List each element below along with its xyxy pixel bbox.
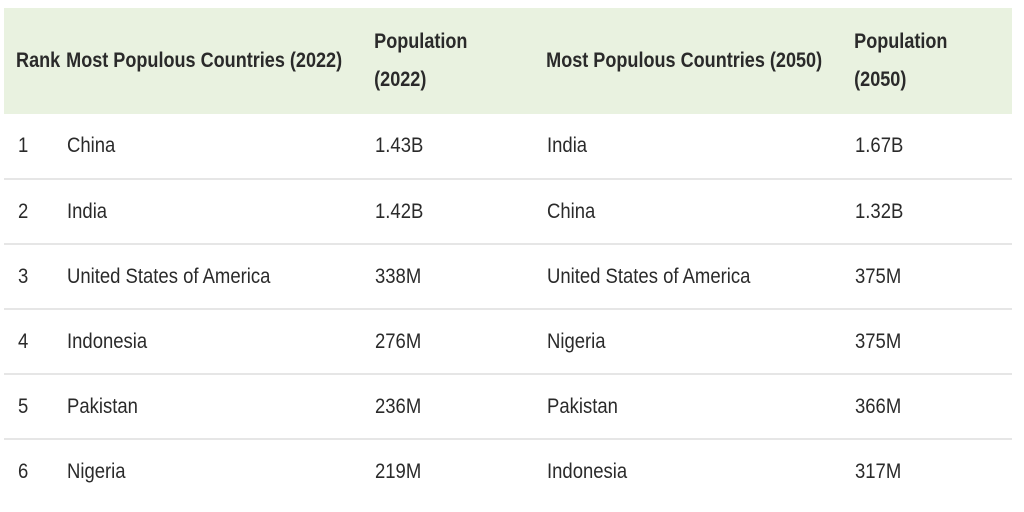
- cell-country-2050-text: United States of America: [547, 264, 751, 288]
- table-row: 3 United States of America 338M United S…: [4, 244, 1012, 309]
- cell-country-2022: Indonesia: [61, 309, 369, 374]
- population-table: Rank Most Populous Countries (2022) Popu…: [4, 8, 1012, 504]
- cell-population-2022-text: 1.42B: [375, 199, 424, 223]
- cell-rank: 1: [4, 114, 61, 179]
- cell-country-2022-text: United States of America: [67, 264, 271, 288]
- cell-rank-text: 4: [18, 329, 29, 353]
- header-population-2022: Population (2022): [369, 8, 517, 114]
- cell-country-2050-text: India: [547, 134, 588, 157]
- cell-population-2022-text: 338M: [375, 264, 422, 288]
- header-rank: Rank: [16, 49, 61, 72]
- cell-population-2022: 1.42B: [369, 179, 541, 244]
- cell-population-2022-text: 276M: [375, 329, 422, 353]
- cell-rank-text: 1: [18, 134, 29, 157]
- cell-population-2050-text: 317M: [855, 460, 902, 483]
- cell-population-2050-text: 375M: [855, 264, 902, 288]
- cell-country-2050: India: [541, 114, 849, 179]
- cell-rank-text: 6: [18, 460, 29, 483]
- cell-country-2050: United States of America: [541, 244, 849, 309]
- table-row: 5 Pakistan 236M Pakistan 366M: [4, 374, 1012, 439]
- cell-population-2022-text: 236M: [375, 394, 422, 418]
- header-population-2050-line1: Population: [854, 30, 948, 53]
- cell-population-2050-text: 375M: [855, 329, 902, 353]
- cell-rank: 5: [4, 374, 61, 439]
- table-row: 1 China 1.43B India 1.67B: [4, 114, 1012, 179]
- header-countries-2022: Most Populous Countries (2022): [66, 49, 343, 72]
- cell-country-2050: Indonesia: [541, 439, 849, 504]
- header-row: Rank Most Populous Countries (2022) Popu…: [4, 8, 1012, 114]
- cell-rank-text: 2: [18, 199, 29, 223]
- cell-population-2022: 276M: [369, 309, 541, 374]
- cell-country-2050-text: Pakistan: [547, 394, 618, 418]
- cell-population-2050: 1.32B: [849, 179, 1012, 244]
- cell-population-2050: 375M: [849, 244, 1012, 309]
- cell-country-2022-text: India: [67, 199, 108, 223]
- table-body: 1 China 1.43B India 1.67B 2 India 1.42B …: [4, 114, 1012, 504]
- table-row: 6 Nigeria 219M Indonesia 317M: [4, 439, 1012, 504]
- header-population-2022-line2: (2022): [374, 68, 427, 91]
- cell-population-2050: 366M: [849, 374, 1012, 439]
- cell-country-2022-text: China: [67, 134, 116, 157]
- cell-country-2050-text: Indonesia: [547, 460, 628, 483]
- cell-population-2022: 236M: [369, 374, 541, 439]
- cell-rank: 4: [4, 309, 61, 374]
- cell-country-2050-text: China: [547, 199, 596, 223]
- header-population-2022-line1: Population: [374, 30, 468, 53]
- cell-population-2050: 375M: [849, 309, 1012, 374]
- cell-country-2022-text: Nigeria: [67, 460, 126, 483]
- cell-population-2022-text: 1.43B: [375, 134, 424, 157]
- cell-population-2022: 219M: [369, 439, 541, 504]
- cell-country-2050: Pakistan: [541, 374, 849, 439]
- table-header: Rank Most Populous Countries (2022) Popu…: [4, 8, 1012, 114]
- population-table-container: Rank Most Populous Countries (2022) Popu…: [4, 8, 1012, 504]
- cell-population-2050: 317M: [849, 439, 1012, 504]
- cell-country-2022: United States of America: [61, 244, 369, 309]
- cell-country-2022: Nigeria: [61, 439, 369, 504]
- cell-rank: 3: [4, 244, 61, 309]
- table-row: 4 Indonesia 276M Nigeria 375M: [4, 309, 1012, 374]
- cell-rank-text: 5: [18, 394, 29, 418]
- cell-country-2050: Nigeria: [541, 309, 849, 374]
- header-countries-2050: Most Populous Countries (2050): [546, 49, 823, 72]
- header-population-2050-line2: (2050): [854, 68, 907, 91]
- header-population-2050: Population (2050): [849, 8, 989, 114]
- cell-rank-text: 3: [18, 264, 29, 288]
- cell-population-2022: 338M: [369, 244, 541, 309]
- cell-population-2050-text: 1.32B: [855, 199, 904, 223]
- cell-country-2022: India: [61, 179, 369, 244]
- cell-population-2050: 1.67B: [849, 114, 1012, 179]
- cell-country-2022: China: [61, 114, 369, 179]
- cell-population-2022-text: 219M: [375, 460, 422, 483]
- cell-rank: 2: [4, 179, 61, 244]
- cell-population-2050-text: 1.67B: [855, 134, 904, 157]
- cell-country-2022-text: Indonesia: [67, 329, 148, 353]
- table-row: 2 India 1.42B China 1.32B: [4, 179, 1012, 244]
- cell-country-2022-text: Pakistan: [67, 394, 138, 418]
- cell-country-2022: Pakistan: [61, 374, 369, 439]
- cell-country-2050-text: Nigeria: [547, 329, 606, 353]
- cell-population-2022: 1.43B: [369, 114, 541, 179]
- cell-country-2050: China: [541, 179, 849, 244]
- cell-population-2050-text: 366M: [855, 394, 902, 418]
- cell-rank: 6: [4, 439, 61, 504]
